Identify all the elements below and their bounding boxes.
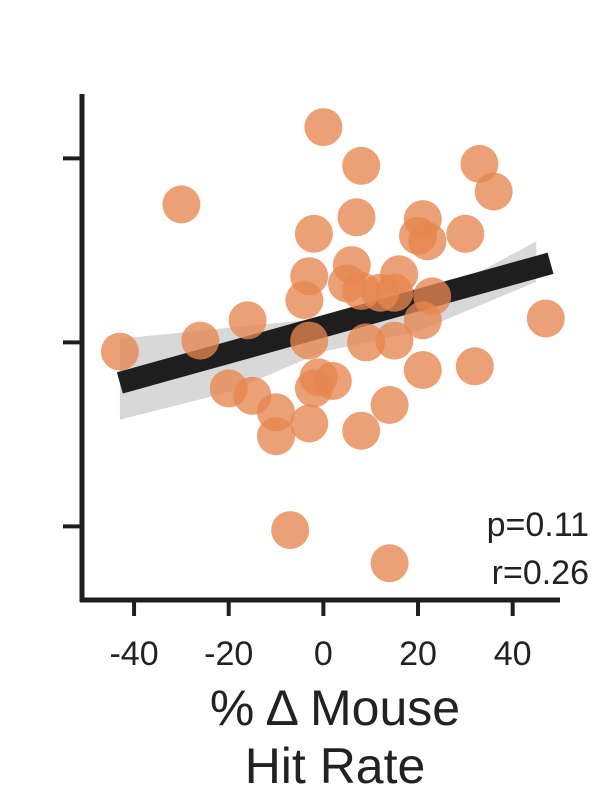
fit-line [116,252,554,394]
data-point [228,301,267,340]
data-point [375,321,414,360]
data-point [403,301,442,340]
data-point [403,351,442,389]
ticks-layer: -40 -20 0 20 40 [63,156,532,673]
data-point [342,411,381,450]
x-axis-title-line-2: Hit Rate [245,738,426,794]
data-point [290,404,329,443]
x-axis-title-line-1: % Δ Mouse [210,680,460,736]
data-point [455,347,494,386]
x-tick-label: 20 [399,635,437,673]
data-point [285,281,324,320]
r-value-label: r=0.26 [492,554,589,592]
data-point [304,108,343,147]
data-points-layer [100,108,565,583]
data-point [446,214,485,253]
data-point [347,323,385,362]
x-tick-label: -40 [109,635,158,673]
data-point [474,172,513,211]
x-tick-label: 40 [494,635,532,673]
data-point [294,369,333,408]
data-point [408,222,447,261]
axes-layer [79,94,560,603]
data-point [370,544,409,583]
data-point [526,299,565,338]
data-point [290,321,329,360]
x-tick-label: 0 [314,635,333,673]
data-point [271,511,310,550]
data-point [181,321,220,360]
fit-line-layer [116,252,554,394]
data-point [100,332,139,371]
data-point [337,198,376,237]
data-point [342,146,381,185]
data-point [257,417,295,456]
data-point [294,214,333,253]
p-value-label: p=0.11 [487,506,589,544]
data-point [375,273,414,312]
data-point [370,386,409,424]
data-point [162,185,201,224]
x-tick-label: -20 [204,635,253,673]
